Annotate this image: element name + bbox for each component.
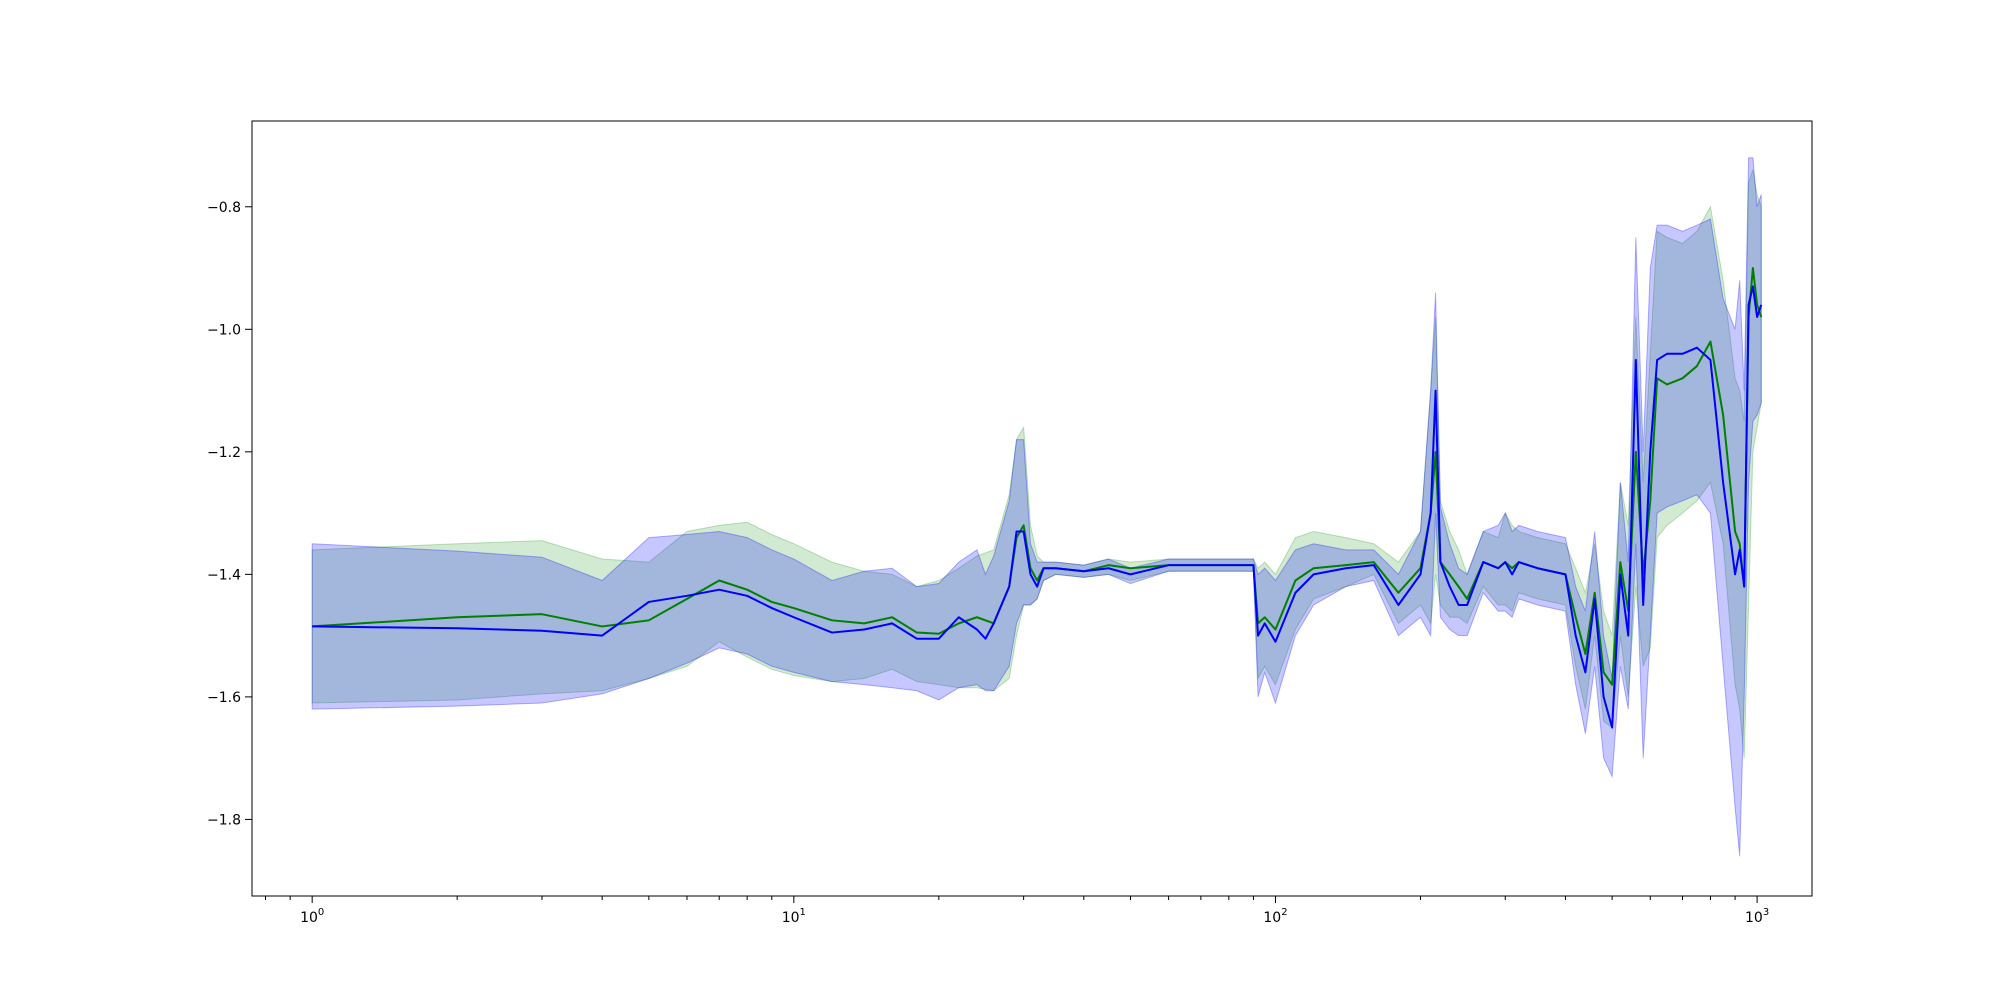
series-line-0	[312, 267, 1763, 686]
y-tick-label-4: −1.6	[207, 690, 241, 706]
band-1	[311, 157, 1762, 857]
confidence-bands	[311, 157, 1762, 857]
x-tick-label-3: 103	[1745, 907, 1769, 926]
y-tick-label-3: −1.4	[207, 567, 241, 583]
band-0	[311, 168, 1762, 759]
x-axis: 100 101 102 103	[264, 896, 1769, 926]
x-tick-label-1: 101	[782, 907, 806, 926]
series-line-1	[312, 285, 1763, 729]
x-tick-label-0: 100	[300, 907, 324, 926]
y-axis: −0.8 −1.0 −1.2 −1.4 −1.6 −1.8	[207, 200, 252, 828]
x-tick-label-2: 102	[1263, 907, 1287, 926]
y-tick-label-5: −1.8	[207, 812, 241, 828]
plot-frame	[251, 120, 1813, 897]
y-tick-label-1: −1.0	[207, 322, 241, 338]
y-tick-label-0: −0.8	[207, 200, 241, 216]
series-lines	[312, 267, 1763, 729]
y-tick-label-2: −1.2	[207, 445, 241, 461]
